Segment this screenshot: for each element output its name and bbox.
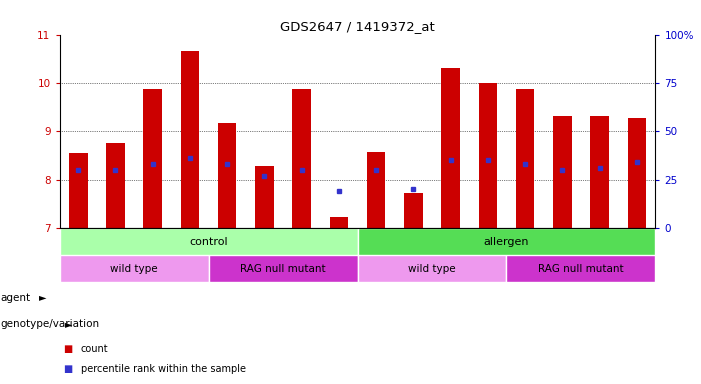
Bar: [358, 228, 395, 255]
Bar: [553, 116, 571, 228]
Bar: [283, 228, 320, 255]
Text: ■: ■: [63, 344, 72, 354]
Bar: [358, 255, 506, 282]
Bar: [246, 228, 283, 255]
Text: ■: ■: [63, 364, 72, 374]
Text: agent: agent: [1, 293, 31, 303]
Bar: [171, 228, 209, 255]
Text: control: control: [189, 237, 228, 247]
Bar: [60, 228, 97, 255]
Bar: [479, 83, 497, 228]
Bar: [106, 143, 125, 228]
Bar: [97, 228, 134, 255]
Text: genotype/variation: genotype/variation: [1, 319, 100, 329]
Bar: [69, 153, 88, 228]
Bar: [329, 217, 348, 228]
Bar: [627, 118, 646, 228]
Bar: [506, 255, 655, 282]
Text: ►: ►: [39, 293, 46, 303]
Text: count: count: [81, 344, 108, 354]
Bar: [395, 228, 432, 255]
Bar: [292, 89, 311, 228]
Text: ►: ►: [64, 319, 72, 329]
Text: wild type: wild type: [110, 264, 158, 274]
Text: allergen: allergen: [484, 237, 529, 247]
Bar: [506, 228, 544, 255]
Bar: [367, 152, 386, 228]
Bar: [320, 228, 358, 255]
Bar: [60, 228, 358, 255]
Bar: [60, 255, 209, 282]
Text: RAG null mutant: RAG null mutant: [538, 264, 624, 274]
Bar: [134, 228, 171, 255]
Bar: [469, 228, 506, 255]
Bar: [404, 193, 423, 228]
Bar: [544, 228, 581, 255]
Bar: [590, 116, 609, 228]
Bar: [209, 255, 358, 282]
Bar: [358, 228, 655, 255]
Bar: [432, 228, 469, 255]
Text: RAG null mutant: RAG null mutant: [240, 264, 326, 274]
Bar: [618, 228, 655, 255]
Bar: [442, 68, 460, 228]
Bar: [181, 51, 199, 228]
Bar: [581, 228, 618, 255]
Bar: [516, 89, 534, 228]
Bar: [144, 89, 162, 228]
Bar: [255, 166, 273, 228]
Bar: [218, 122, 236, 228]
Text: wild type: wild type: [408, 264, 456, 274]
Title: GDS2647 / 1419372_at: GDS2647 / 1419372_at: [280, 20, 435, 33]
Bar: [209, 228, 246, 255]
Text: percentile rank within the sample: percentile rank within the sample: [81, 364, 245, 374]
